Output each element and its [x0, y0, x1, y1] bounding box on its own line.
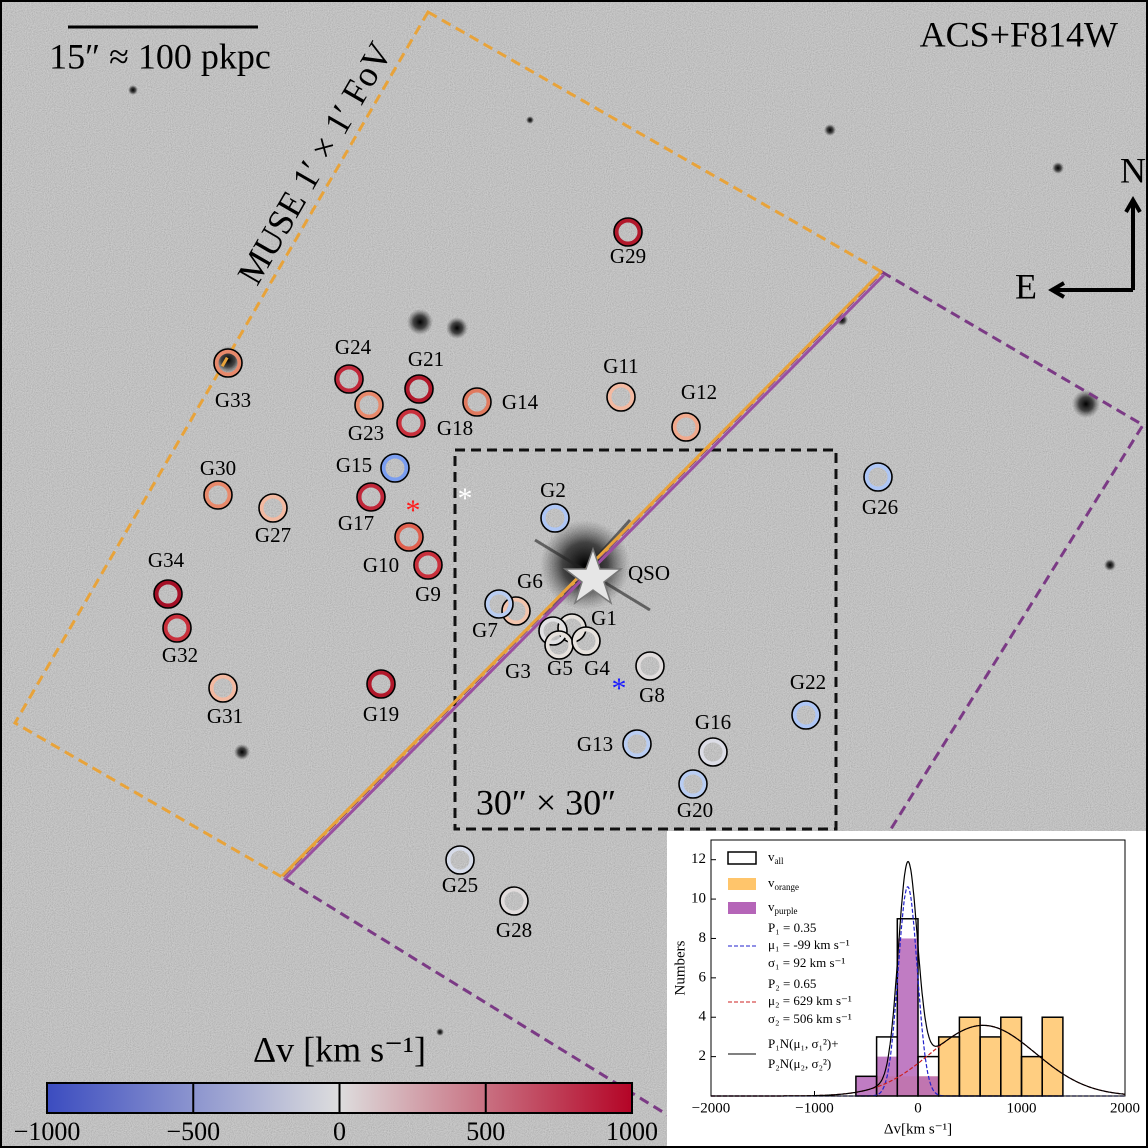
hist-bar — [1042, 1017, 1063, 1096]
x-tick-label: 0 — [914, 1100, 922, 1116]
source — [1052, 162, 1064, 174]
galaxy-label: G23 — [348, 421, 384, 445]
colorbar-tick-label: 1000 — [606, 1117, 658, 1146]
x-tick-label: −1000 — [795, 1100, 833, 1116]
galaxy-label: G19 — [363, 702, 399, 726]
galaxy-label: G26 — [862, 495, 898, 519]
x-tick-label: 2000 — [1110, 1100, 1140, 1116]
colorbar-label: Δv [km s⁻¹] — [253, 1029, 426, 1069]
figure: 15″ ≈ 100 pkpc ACS+F814W MUSE 1′ × 1′ Fo… — [0, 0, 1148, 1148]
legend-label: P₁N(μ₁, σ₁²)+ — [768, 1036, 839, 1051]
galaxy-label: G6 — [517, 569, 543, 593]
source — [234, 744, 250, 760]
box-label: 30″ × 30″ — [476, 782, 616, 822]
qso-label: QSO — [628, 561, 670, 585]
galaxy-label: G33 — [215, 388, 251, 412]
galaxy-label: G34 — [148, 548, 185, 572]
y-tick-label: 6 — [699, 969, 707, 985]
scale-label: 15″ ≈ 100 pkpc — [49, 36, 271, 76]
compass-north-label: N — [1120, 150, 1146, 190]
galaxy-label: G14 — [502, 390, 539, 414]
colorbar-tick-label: 0 — [333, 1117, 346, 1146]
asterisk-red: * — [406, 494, 421, 527]
source — [128, 85, 138, 95]
galaxy-label: G5 — [547, 656, 573, 680]
galaxy-label: G17 — [338, 511, 374, 535]
x-tick-label: −2000 — [692, 1100, 730, 1116]
legend-swatch — [728, 878, 756, 890]
galaxy-label: G29 — [610, 244, 646, 268]
instrument-label: ACS+F814W — [920, 14, 1118, 54]
galaxy-label: G2 — [540, 478, 566, 502]
source — [824, 124, 836, 136]
y-tick-label: 10 — [691, 891, 706, 907]
galaxy-label: G3 — [505, 659, 531, 683]
galaxy-label: G20 — [677, 798, 713, 822]
galaxy-label: G16 — [695, 710, 731, 734]
legend-label: P₁ = 0.35 — [768, 920, 816, 935]
legend-label: μ₂ = 629 km s⁻¹ — [768, 993, 852, 1008]
galaxy-label: G25 — [442, 873, 478, 897]
legend-label: σ₁ = 92 km s⁻¹ — [768, 955, 845, 970]
y-tick-label: 2 — [699, 1048, 707, 1064]
galaxy-label: G9 — [415, 582, 441, 606]
colorbar-tick-label: 500 — [466, 1117, 505, 1146]
galaxy-label: G1 — [591, 606, 617, 630]
x-tick-label: 1000 — [1007, 1100, 1037, 1116]
x-axis-label: Δv[km s⁻¹] — [884, 1121, 952, 1137]
source — [526, 116, 534, 124]
hist-bar — [959, 1017, 980, 1096]
source — [407, 309, 433, 335]
source — [436, 1028, 444, 1036]
source — [1072, 390, 1100, 418]
galaxy-label: G10 — [363, 553, 399, 577]
hist-bar — [1022, 1057, 1043, 1096]
y-axis-label: Numbers — [672, 940, 688, 995]
compass-east-label: E — [1015, 266, 1037, 306]
legend-label: μ₁ = -99 km s⁻¹ — [768, 937, 850, 952]
colorbar-tick-label: −500 — [166, 1117, 220, 1146]
hist-bar — [856, 1076, 877, 1096]
y-tick-label: 4 — [699, 1009, 707, 1025]
legend-label: P₂N(μ₂, σ₂²) — [768, 1056, 831, 1071]
galaxy-label: G21 — [408, 347, 444, 371]
galaxy-label: G12 — [681, 380, 717, 404]
galaxy-label: G4 — [584, 656, 610, 680]
galaxy-label: G24 — [335, 335, 372, 359]
galaxy-label: G32 — [162, 643, 198, 667]
galaxy-label: G13 — [577, 732, 613, 756]
galaxy-label: G15 — [336, 453, 372, 477]
source — [1104, 559, 1116, 571]
galaxy-label: G7 — [472, 618, 498, 642]
hist-bar — [939, 1037, 960, 1096]
galaxy-label: G22 — [790, 670, 826, 694]
hist-bar — [1001, 1017, 1022, 1096]
galaxy-label: G31 — [207, 704, 243, 728]
source — [446, 317, 468, 339]
galaxy-label: G30 — [200, 456, 236, 480]
asterisk-blue: * — [612, 672, 627, 705]
hist-bar — [980, 1037, 1001, 1096]
asterisk-white: * — [458, 482, 473, 515]
hist-bar — [897, 938, 918, 1096]
colorbar-tick-label: −1000 — [14, 1117, 81, 1146]
galaxy-label: G28 — [496, 918, 532, 942]
galaxy-label: G11 — [603, 354, 638, 378]
galaxy-label: G27 — [255, 523, 291, 547]
legend-label: σ₂ = 506 km s⁻¹ — [768, 1011, 852, 1026]
legend-label: P₂ = 0.65 — [768, 976, 816, 991]
legend-swatch — [728, 902, 756, 914]
galaxy-label: G8 — [639, 683, 665, 707]
y-tick-label: 12 — [691, 851, 706, 867]
galaxy-label: G18 — [437, 416, 473, 440]
y-tick-label: 8 — [699, 930, 707, 946]
